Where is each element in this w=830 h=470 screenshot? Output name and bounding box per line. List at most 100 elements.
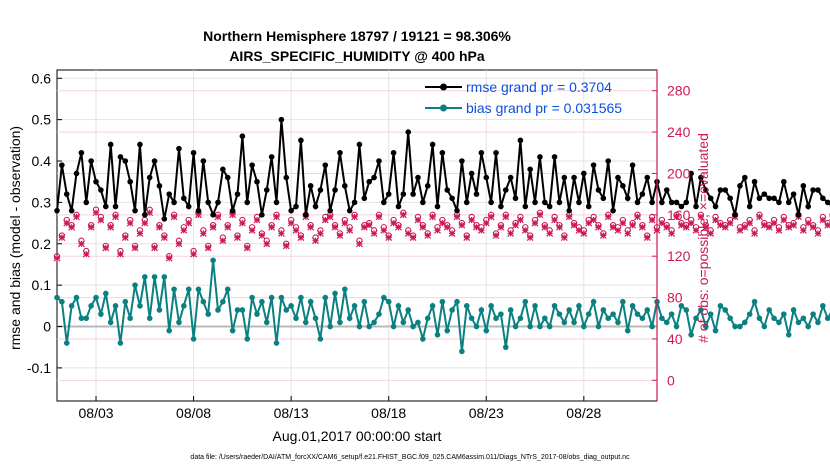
rmse-point [283,174,290,181]
bias-point [639,315,646,322]
rmse-point [78,149,85,156]
obs-evaluated-point [390,219,398,227]
bias-point [356,323,363,330]
rmse-point [429,141,436,148]
bias-point [732,323,738,330]
obs-evaluated-point [687,219,695,227]
obs-evaluated-point [356,240,363,248]
x-tick-label: 08/28 [566,405,601,421]
bias-point [220,298,226,305]
obs-evaluated-point [599,232,607,239]
series-layer [54,116,830,355]
obs-evaluated-point [234,234,241,241]
bias-point [102,290,109,297]
rmse-point [717,187,724,193]
obs-evaluated-point [721,223,729,231]
bias-point [385,298,392,305]
rmse-point [205,199,212,206]
rmse-point [546,203,553,210]
bias-point [263,319,270,326]
rmse-point [644,174,651,181]
bias-point [737,323,743,330]
rmse-point [810,187,816,193]
rmse-point [766,195,772,202]
obs-evaluated-point [819,216,827,224]
plot-area: 08/03 08/08 08/13 08/18 08/23 08/28 -0.1 0 0.1 0.… [27,69,830,421]
bias-point [371,319,377,326]
rmse-point [112,203,119,210]
rmse-point [600,195,607,202]
obs-evaluated-point [551,216,558,224]
bias-point [254,311,260,317]
rmse-point [659,199,665,206]
rmse-point [381,199,387,206]
obs-evaluated-point [609,223,617,231]
rmse-point [346,207,353,214]
obs-evaluated-point [409,234,417,241]
bias-point [727,315,733,322]
obs-evaluated-point [141,219,149,227]
obs-evaluated-point [136,230,144,237]
rmse-point [590,162,597,168]
bias-point [424,315,431,322]
bias-point [488,303,494,309]
bias-point [83,315,90,322]
obs-evaluated-point [263,240,271,248]
rmse-point [400,191,407,197]
rmse-point [800,183,807,189]
rmse-point [468,170,475,177]
bias-point [307,298,314,305]
y-axis-label: rmse and bias (model - observation) [7,126,23,350]
obs-evaluated-point [414,216,422,224]
rmse-point [668,199,675,206]
bias-point [581,323,587,330]
bias-point [312,315,319,322]
bias-point [585,311,592,317]
obs-evaluated-point [112,213,119,221]
rmse-point [610,207,616,214]
rmse-point [322,162,329,168]
rmse-point [317,187,324,193]
obs-evaluated-point [107,223,115,231]
rmse-point [122,158,129,164]
bias-point [517,315,524,322]
rmse-point [722,187,729,193]
rmse-point [478,149,485,156]
x-tick-label: 08/08 [176,405,211,421]
y-right-tick-label: 0 [667,372,675,388]
obs-evaluated-point [453,213,461,221]
bias-point [317,336,324,342]
obs-evaluated-point [273,213,280,221]
rmse-point [454,207,460,214]
rmse-point [498,203,504,210]
obs-evaluated-point [604,213,612,221]
rmse-point [224,174,231,181]
bias-point [88,303,94,309]
y-tick-label: 0.6 [32,70,52,86]
bias-point [337,319,343,326]
rmse-point [776,199,782,206]
y-right-tick-label: 200 [667,165,691,181]
rmse-point [790,191,797,197]
obs-evaluated-point [682,223,690,231]
bias-point [483,327,490,334]
rmse-point [595,187,602,193]
obs-evaluated-point [312,237,319,245]
obs-evaluated-point [673,213,680,221]
bias-point [761,323,768,330]
bias-point [137,303,143,309]
obs-evaluated-point [268,223,276,231]
bias-point [634,311,641,317]
obs-evaluated-point [473,223,480,231]
bias-point [468,315,475,322]
obs-evaluated-point [146,209,154,217]
rmse-point [268,154,275,160]
obs-evaluated-point [68,223,76,231]
bias-point [781,311,787,317]
bias-point [376,311,382,317]
rmse-point [254,178,260,185]
obs-evaluated-point [258,232,266,239]
obs-evaluated-point [424,232,432,239]
rmse-point [88,158,94,164]
rmse-point [405,129,412,135]
